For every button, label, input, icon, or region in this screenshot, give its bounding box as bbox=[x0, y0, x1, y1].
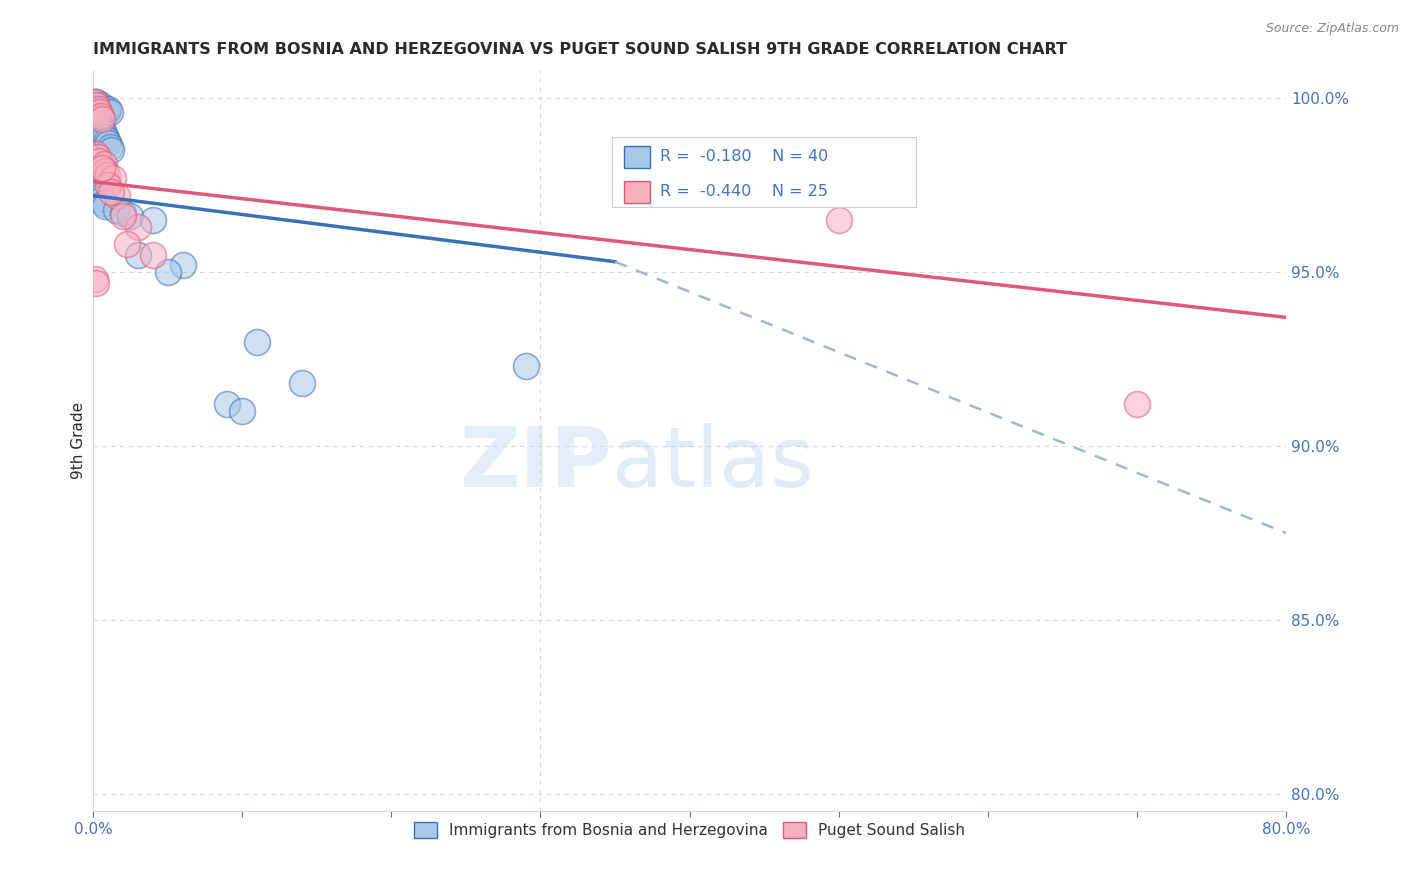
Text: R =  -0.180    N = 40: R = -0.180 N = 40 bbox=[659, 149, 828, 164]
Point bbox=[91, 122, 114, 136]
Point bbox=[1126, 397, 1149, 411]
Point bbox=[91, 102, 114, 116]
Point bbox=[127, 219, 149, 234]
Point bbox=[96, 133, 118, 147]
Point bbox=[93, 105, 115, 120]
Point bbox=[97, 136, 120, 151]
Point bbox=[104, 202, 127, 217]
Point bbox=[86, 98, 108, 112]
Point bbox=[89, 102, 111, 116]
Y-axis label: 9th Grade: 9th Grade bbox=[72, 402, 86, 479]
Point bbox=[89, 185, 111, 199]
FancyBboxPatch shape bbox=[612, 137, 917, 208]
Point bbox=[231, 404, 253, 418]
Point bbox=[90, 109, 112, 123]
Point bbox=[96, 105, 118, 120]
Point bbox=[120, 210, 142, 224]
Text: R =  -0.440    N = 25: R = -0.440 N = 25 bbox=[659, 185, 828, 200]
Legend: Immigrants from Bosnia and Herzegovina, Puget Sound Salish: Immigrants from Bosnia and Herzegovina, … bbox=[408, 816, 972, 845]
Point bbox=[90, 119, 112, 133]
Text: Source: ZipAtlas.com: Source: ZipAtlas.com bbox=[1265, 22, 1399, 36]
Point bbox=[83, 272, 105, 286]
Point bbox=[96, 168, 118, 182]
Point bbox=[515, 359, 537, 373]
Point bbox=[83, 95, 105, 109]
Point bbox=[84, 276, 107, 290]
Point bbox=[98, 105, 121, 120]
Point bbox=[172, 258, 194, 272]
Point bbox=[86, 150, 108, 164]
Point bbox=[97, 178, 120, 193]
Point bbox=[94, 164, 117, 178]
Point bbox=[100, 185, 122, 199]
Point bbox=[83, 95, 105, 109]
Point bbox=[156, 265, 179, 279]
Point bbox=[91, 161, 114, 175]
Text: IMMIGRANTS FROM BOSNIA AND HERZEGOVINA VS PUGET SOUND SALISH 9TH GRADE CORRELATI: IMMIGRANTS FROM BOSNIA AND HERZEGOVINA V… bbox=[93, 42, 1067, 57]
Bar bbox=[624, 181, 650, 203]
Point bbox=[90, 98, 112, 112]
Point bbox=[89, 105, 111, 120]
Point bbox=[89, 115, 111, 129]
Point bbox=[86, 112, 108, 127]
Point bbox=[94, 129, 117, 144]
Point bbox=[105, 188, 128, 202]
Point bbox=[98, 140, 121, 154]
Point bbox=[84, 178, 107, 193]
Point bbox=[90, 188, 112, 202]
Point bbox=[117, 237, 139, 252]
Text: atlas: atlas bbox=[612, 423, 814, 503]
Point bbox=[93, 157, 115, 171]
Point bbox=[86, 102, 108, 116]
Point bbox=[89, 153, 111, 168]
Point bbox=[100, 144, 122, 158]
Point bbox=[246, 334, 269, 349]
Point bbox=[93, 195, 115, 210]
Point bbox=[217, 397, 239, 411]
Point bbox=[94, 102, 117, 116]
Bar bbox=[624, 145, 650, 168]
Point bbox=[91, 192, 114, 206]
Point bbox=[111, 210, 134, 224]
Point bbox=[84, 98, 107, 112]
Text: ZIP: ZIP bbox=[460, 423, 612, 503]
Point bbox=[111, 206, 134, 220]
Point bbox=[97, 102, 120, 116]
Point bbox=[84, 147, 107, 161]
Point bbox=[86, 182, 108, 196]
Point bbox=[101, 171, 124, 186]
Point bbox=[94, 199, 117, 213]
Point bbox=[127, 248, 149, 262]
Point bbox=[93, 126, 115, 140]
Point bbox=[142, 213, 165, 227]
Point bbox=[291, 376, 314, 391]
Point bbox=[142, 248, 165, 262]
Point bbox=[827, 213, 849, 227]
Point bbox=[91, 112, 114, 127]
Point bbox=[84, 95, 107, 109]
